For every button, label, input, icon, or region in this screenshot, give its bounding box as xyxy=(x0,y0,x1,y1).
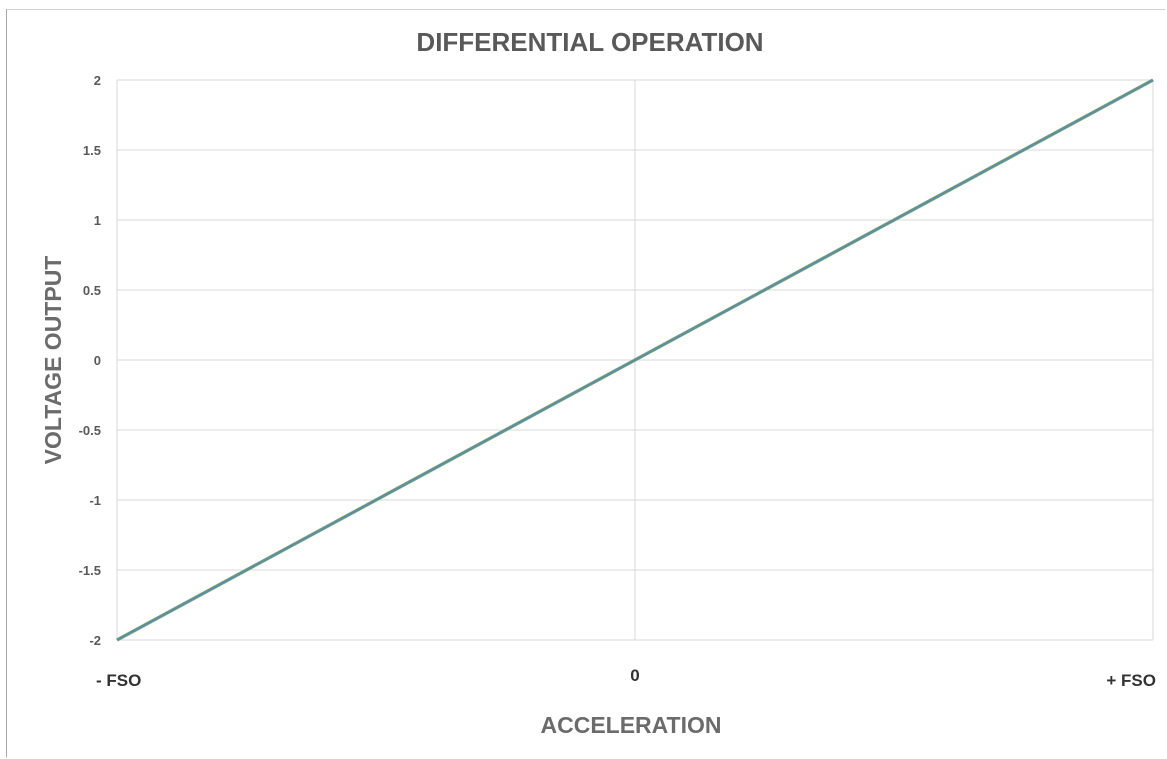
grid-layer xyxy=(116,79,1154,641)
x-tick-label: 0 xyxy=(630,666,639,685)
x-tick-labels: - FSO 0 + FSO xyxy=(96,666,1156,690)
y-tick-label: -1.5 xyxy=(79,563,101,578)
y-tick-label: -2 xyxy=(89,633,101,648)
y-tick-label: -1 xyxy=(89,493,101,508)
series-layer xyxy=(116,78,1154,642)
x-axis-title: ACCELERATION xyxy=(540,712,721,738)
y-tick-label: 0 xyxy=(94,353,101,368)
x-tick-label: - FSO xyxy=(96,671,141,690)
chart-title: DIFFERENTIAL OPERATION xyxy=(416,27,763,57)
chart-frame xyxy=(6,9,1165,757)
y-tick-label: 2 xyxy=(94,73,101,88)
y-axis-title: VOLTAGE OUTPUT xyxy=(40,256,66,465)
y-tick-labels: 2 1.5 1 0.5 0 -0.5 -1 -1.5 -2 xyxy=(79,73,101,648)
y-tick-label: 0.5 xyxy=(83,283,101,298)
x-tick-label: + FSO xyxy=(1106,671,1156,690)
y-tick-label: 1 xyxy=(94,213,101,228)
y-tick-label: -0.5 xyxy=(79,423,101,438)
y-tick-label: 1.5 xyxy=(83,143,101,158)
series-line xyxy=(116,78,1154,642)
